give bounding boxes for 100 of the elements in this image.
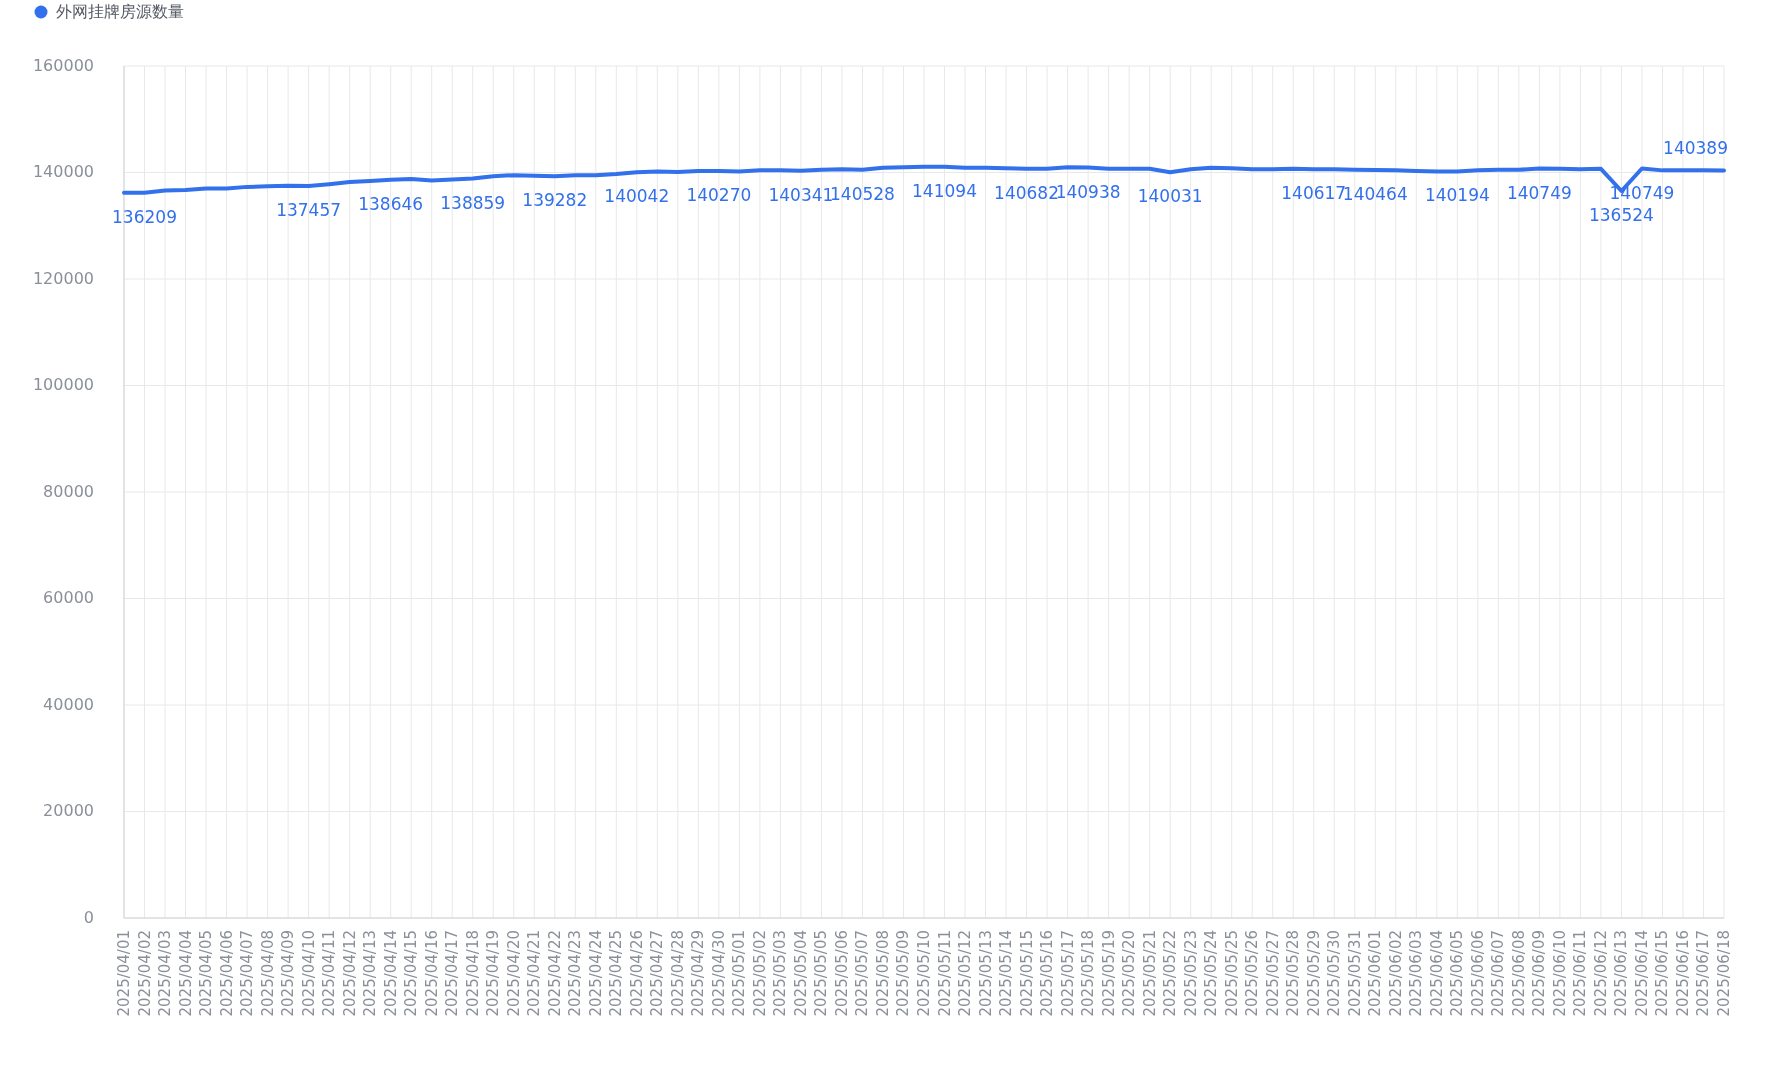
- x-tick-label: 2025/06/05: [1448, 930, 1467, 1017]
- y-tick-label: 160000: [32, 55, 94, 75]
- x-tick-label: 2025/06/14: [1632, 930, 1651, 1017]
- x-tick-label: 2025/04/26: [627, 930, 646, 1017]
- x-tick-label: 2025/06/01: [1366, 930, 1385, 1017]
- x-tick-label: 2025/04/03: [156, 930, 175, 1017]
- data-label: 140042: [604, 186, 670, 207]
- x-tick-label: 2025/05/17: [1058, 930, 1077, 1017]
- data-label: 140194: [1424, 185, 1490, 206]
- x-tick-label: 2025/04/20: [504, 930, 523, 1017]
- x-tick-label: 2025/06/04: [1427, 930, 1446, 1017]
- x-tick-label: 2025/04/06: [217, 930, 236, 1017]
- x-tick-label: 2025/04/10: [299, 930, 318, 1017]
- x-tick-label: 2025/04/05: [197, 930, 216, 1017]
- x-tick-label: 2025/06/16: [1673, 930, 1692, 1017]
- y-tick-label: 60000: [43, 588, 94, 607]
- x-tick-label: 2025/06/10: [1550, 930, 1569, 1017]
- x-tick-label: 2025/04/12: [340, 930, 359, 1017]
- y-tick-label: 20000: [43, 801, 94, 820]
- x-tick-label: 2025/04/02: [135, 930, 154, 1017]
- x-tick-label: 2025/06/13: [1612, 930, 1631, 1017]
- x-tick-label: 2025/06/11: [1571, 930, 1590, 1017]
- x-tick-label: 2025/05/08: [873, 930, 892, 1017]
- x-tick-label: 2025/04/04: [176, 930, 195, 1017]
- x-tick-label: 2025/06/18: [1715, 930, 1733, 1017]
- data-label: 137457: [276, 200, 342, 221]
- x-tick-label: 2025/06/17: [1694, 930, 1713, 1017]
- y-tick-label: 40000: [43, 694, 94, 714]
- x-tick-label: 2025/05/27: [1263, 930, 1282, 1017]
- x-tick-label: 2025/05/30: [1325, 930, 1344, 1017]
- x-tick-label: 2025/05/16: [1038, 930, 1057, 1017]
- data-label: 138859: [440, 192, 506, 213]
- x-tick-label: 2025/05/12: [956, 930, 975, 1017]
- x-tick-label: 2025/04/17: [443, 930, 462, 1017]
- x-tick-label: 2025/04/14: [381, 930, 400, 1017]
- x-tick-label: 2025/05/22: [1161, 930, 1180, 1017]
- data-label: 140389: [1663, 138, 1728, 159]
- x-tick-label: 2025/04/07: [238, 930, 257, 1017]
- x-tick-label: 2025/06/12: [1591, 930, 1610, 1017]
- data-label: 136209: [112, 206, 177, 227]
- x-tick-label: 2025/05/06: [832, 930, 851, 1017]
- x-tick-label: 2025/06/03: [1407, 930, 1426, 1017]
- x-tick-label: 2025/05/28: [1284, 930, 1303, 1017]
- x-tick-label: 2025/05/14: [997, 930, 1016, 1017]
- x-tick-label: 2025/04/01: [115, 930, 133, 1017]
- x-tick-label: 2025/05/20: [1120, 930, 1139, 1017]
- x-tick-label: 2025/06/15: [1653, 930, 1672, 1017]
- data-label: 140270: [686, 185, 752, 206]
- x-tick-label: 2025/04/08: [258, 930, 277, 1017]
- x-tick-label: 2025/05/25: [1222, 930, 1241, 1017]
- x-tick-label: 2025/05/13: [976, 930, 995, 1017]
- x-tick-label: 2025/05/01: [730, 930, 749, 1017]
- data-label: 136524: [1588, 205, 1654, 226]
- y-tick-label: 140000: [32, 162, 94, 181]
- x-tick-label: 2025/05/07: [853, 930, 872, 1017]
- x-tick-label: 2025/05/03: [771, 930, 790, 1017]
- x-tick-label: 2025/04/23: [566, 930, 585, 1017]
- x-tick-label: 2025/05/21: [1140, 930, 1159, 1017]
- x-tick-label: 2025/05/19: [1099, 930, 1118, 1017]
- x-tick-label: 2025/04/25: [607, 930, 626, 1017]
- x-tick-label: 2025/06/02: [1386, 930, 1405, 1017]
- x-tick-label: 2025/06/08: [1509, 930, 1528, 1017]
- x-tick-label: 2025/04/21: [525, 930, 544, 1017]
- data-label: 138646: [358, 193, 424, 214]
- x-tick-label: 2025/05/24: [1202, 930, 1221, 1017]
- x-tick-label: 2025/04/16: [422, 930, 441, 1017]
- data-label: 140031: [1137, 186, 1203, 207]
- x-tick-label: 2025/04/24: [586, 930, 605, 1017]
- x-tick-label: 2025/04/28: [668, 930, 687, 1017]
- x-tick-label: 2025/05/26: [1243, 930, 1262, 1017]
- data-label: 141094: [912, 180, 977, 201]
- x-tick-label: 2025/05/05: [812, 930, 831, 1017]
- y-tick-label: 120000: [32, 268, 94, 288]
- data-label: 140749: [1506, 182, 1572, 203]
- x-tick-label: 2025/04/13: [361, 930, 380, 1017]
- y-tick-label: 100000: [32, 375, 94, 394]
- x-tick-label: 2025/05/23: [1181, 930, 1200, 1017]
- x-tick-label: 2025/05/04: [791, 930, 810, 1017]
- x-tick-label: 2025/05/31: [1345, 930, 1364, 1017]
- data-label: 140749: [1609, 182, 1675, 203]
- x-tick-label: 2025/05/11: [935, 930, 954, 1017]
- legend-label: 外网挂牌房源数量: [56, 1, 184, 21]
- x-tick-label: 2025/05/29: [1304, 930, 1323, 1017]
- x-tick-label: 2025/04/22: [545, 930, 564, 1017]
- x-tick-label: 2025/05/10: [915, 930, 933, 1017]
- x-tick-label: 2025/04/18: [463, 930, 482, 1017]
- x-tick-label: 2025/04/27: [648, 930, 667, 1017]
- y-tick-label: 80000: [43, 481, 94, 501]
- x-tick-label: 2025/06/07: [1489, 930, 1508, 1017]
- x-tick-label: 2025/04/15: [402, 930, 421, 1017]
- data-label: 139282: [522, 190, 588, 211]
- x-tick-label: 2025/04/19: [484, 930, 503, 1017]
- x-tick-label: 2025/06/09: [1530, 930, 1549, 1017]
- x-tick-label: 2025/04/11: [320, 930, 339, 1017]
- y-tick-label: 0: [83, 907, 94, 927]
- x-tick-label: 2025/04/29: [689, 930, 708, 1017]
- x-tick-label: 2025/06/06: [1468, 930, 1487, 1017]
- x-tick-label: 2025/05/09: [894, 930, 913, 1017]
- x-tick-label: 2025/05/18: [1079, 930, 1098, 1017]
- x-tick-label: 2025/05/02: [750, 930, 769, 1017]
